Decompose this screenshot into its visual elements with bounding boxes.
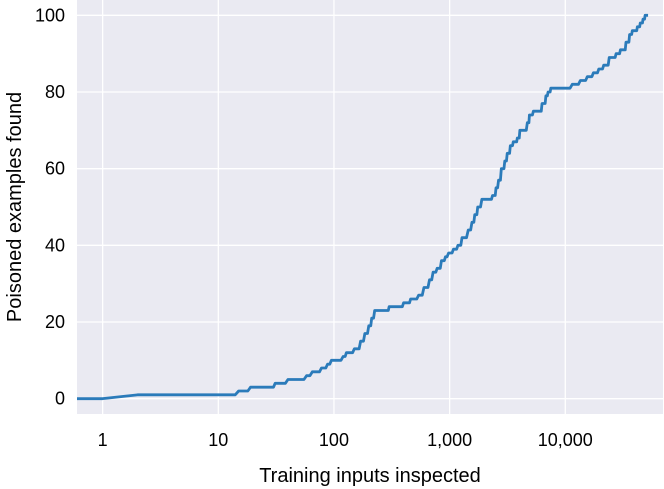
y-tick-label: 40 — [45, 235, 65, 255]
series-line — [77, 13, 649, 401]
x-axis-label: Training inputs inspected — [259, 465, 481, 487]
x-tick-label: 10,000 — [538, 430, 593, 450]
y-axis-ticks: 0 20 40 60 80 100 — [35, 5, 65, 408]
plot-background — [77, 0, 663, 414]
x-tick-label: 100 — [319, 430, 349, 450]
y-axis-label: Poisoned examples found — [4, 92, 26, 322]
series-layer — [77, 13, 649, 401]
x-tick-label: 1 — [98, 430, 108, 450]
y-tick-label: 80 — [45, 82, 65, 102]
y-tick-label: 60 — [45, 159, 65, 179]
x-tick-label: 1,000 — [427, 430, 472, 450]
x-axis-ticks: 1 10 100 1,000 10,000 — [98, 430, 593, 450]
y-tick-label: 100 — [35, 5, 65, 25]
y-tick-label: 20 — [45, 312, 65, 332]
grid — [77, 0, 663, 414]
x-tick-label: 10 — [208, 430, 228, 450]
y-tick-label: 0 — [55, 389, 65, 409]
